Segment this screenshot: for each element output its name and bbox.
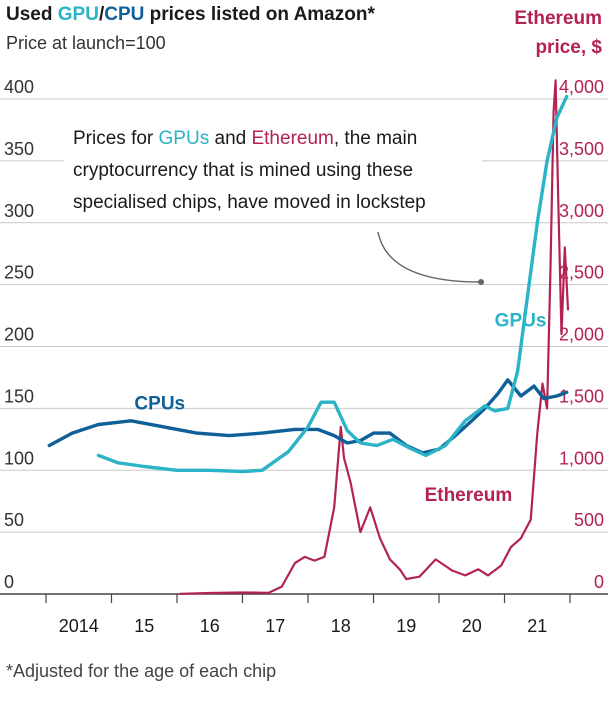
right-tick-label: 3,500	[559, 139, 604, 159]
left-tick-label: 50	[4, 510, 24, 530]
series-line-gpus	[96, 94, 569, 474]
series-label-ethereum: Ethereum	[425, 485, 513, 506]
x-tick-label: 15	[134, 616, 154, 636]
annotation-line-3: specialised chips, have moved in lockste…	[73, 192, 426, 213]
annotation-line-1-b: and	[209, 128, 251, 149]
x-tick-label: 18	[331, 616, 351, 636]
annotation-line-2: cryptocurrency that is mined using these	[73, 160, 413, 181]
series-line-cpus	[47, 378, 569, 455]
left-tick-label: 250	[4, 263, 34, 283]
x-tick-label: 2014	[59, 616, 99, 636]
right-tick-label: 2,500	[559, 263, 604, 283]
annotation-gpu-word: GPUs	[159, 128, 210, 149]
chart-subtitle: Price at launch=100	[6, 33, 166, 53]
right-axis-ticks: 0 500 1,000 1,500 2,000 2,500 3,000 3,500 4,000	[559, 77, 604, 592]
chart-title: Used GPU/CPU prices listed on Amazon*	[6, 4, 375, 26]
title-suffix: prices listed on Amazon*	[144, 4, 375, 25]
left-tick-label: 400	[4, 77, 34, 97]
x-tick-label: 21	[527, 616, 547, 636]
footnote: *Adjusted for the age of each chip	[6, 661, 277, 681]
right-axis-title-line-2: price, $	[535, 37, 602, 58]
annotation-eth-word: Ethereum	[251, 128, 333, 149]
left-tick-label: 200	[4, 325, 34, 345]
left-tick-label: 100	[4, 448, 34, 468]
x-tick-label: 16	[200, 616, 220, 636]
left-tick-label: 0	[4, 572, 14, 592]
right-tick-label: 2,000	[559, 325, 604, 345]
annotation-pointer-dot	[478, 279, 484, 285]
right-tick-label: 0	[594, 572, 604, 592]
x-tick-label: 17	[265, 616, 285, 636]
right-tick-label: 3,000	[559, 201, 604, 221]
title-gpu: GPU	[57, 4, 99, 25]
annotation-line-1-a: Prices for	[73, 128, 159, 149]
annotation-line-1-c: , the main	[334, 128, 417, 149]
left-tick-label: 350	[4, 139, 34, 159]
annotation-background	[64, 118, 482, 222]
left-axis-ticks: 0 50 100 150 200 250 300 350 400	[4, 77, 34, 592]
title-sep: /	[98, 4, 105, 25]
right-axis-title-line-1: Ethereum	[514, 8, 602, 29]
series-label-cpus: CPUs	[134, 394, 185, 415]
title-prefix: Used	[6, 4, 58, 25]
left-tick-label: 150	[4, 386, 34, 406]
annotation-pointer	[377, 231, 481, 283]
right-tick-label: 4,000	[559, 77, 604, 97]
chart-annotation: Prices for GPUs and Ethereum, the main c…	[64, 118, 484, 285]
right-tick-label: 500	[574, 510, 604, 530]
series-lines	[47, 79, 570, 595]
right-axis-title: Ethereum price, $	[482, 4, 602, 62]
title-cpu: CPU	[104, 4, 145, 25]
right-tick-label: 1,500	[559, 386, 604, 406]
left-tick-label: 300	[4, 201, 34, 221]
x-tick-label: 19	[396, 616, 416, 636]
x-tick-label: 20	[462, 616, 482, 636]
annotation-line-1: Prices for GPUs and Ethereum, the main	[73, 128, 417, 149]
series-line-ethereum	[179, 79, 570, 595]
right-tick-label: 1,000	[559, 448, 604, 468]
x-axis: 2014 15 16 17 18 19 20 21	[0, 593, 608, 636]
series-label-gpus: GPUs	[495, 311, 547, 332]
series-labels: CPUs GPUs Ethereum	[134, 311, 546, 506]
